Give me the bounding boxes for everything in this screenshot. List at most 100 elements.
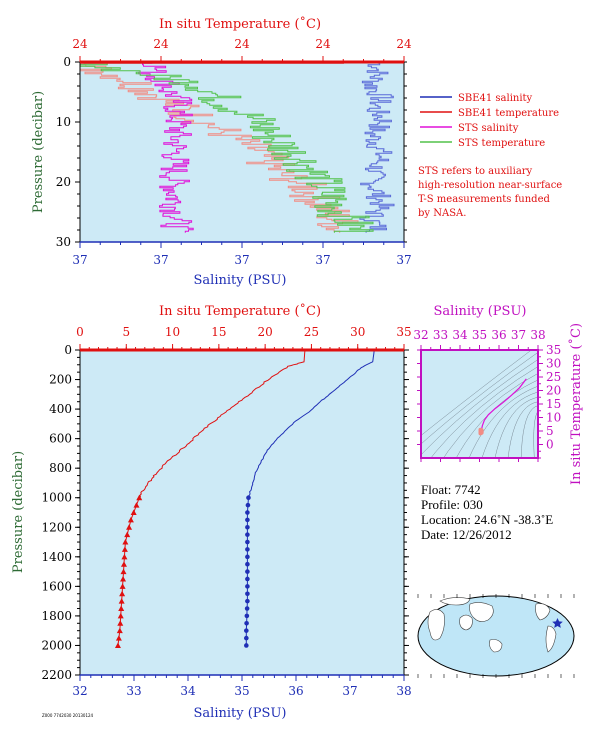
ts-y-tick-label: 5: [546, 424, 554, 438]
ts-x-tick-label: 34: [452, 328, 468, 342]
main-temp-tick-label: 0: [76, 325, 84, 339]
temperature-point: [118, 598, 125, 604]
temperature-point: [121, 546, 128, 552]
ts-density-contour: [468, 385, 538, 458]
salinity-point: [245, 561, 250, 567]
float-info: Float: 7742 Profile: 030 Location: 24.6˚…: [421, 482, 553, 542]
salinity-point: [245, 584, 250, 589]
ts-x-tick-label: 38: [530, 328, 545, 342]
temperature-point: [120, 575, 127, 582]
sts-note-line-4: by NASA.: [418, 208, 466, 219]
salinity-point: [245, 569, 250, 574]
main-temp-tick-label: 25: [304, 325, 319, 339]
ts-density-contour: [520, 405, 538, 458]
map-continents: [427, 597, 557, 653]
main-y-tick-label: 200: [49, 373, 72, 387]
main-y-tick-label: 1200: [41, 520, 72, 534]
top-temp-tick-label: 24: [153, 37, 169, 51]
ts-x-tick-label: 35: [472, 328, 487, 342]
temperature-point: [117, 620, 124, 626]
main-y-tick-label: 2200: [41, 668, 72, 682]
temperature-point: [120, 561, 127, 567]
main-temp-tick-label: 20: [258, 325, 273, 339]
main-series-group: [114, 349, 375, 648]
temperature-point: [122, 539, 129, 545]
main-sal-tick-label: 38: [396, 684, 411, 698]
ts-x-tick-label: 37: [511, 328, 526, 342]
continent-africa: [427, 609, 445, 641]
footer-code: Z000 7742030 20130124: [42, 713, 94, 718]
temperature-point: [116, 627, 123, 634]
continent-south-america: [545, 625, 557, 653]
salinity-point: [244, 635, 249, 641]
profile-number: Profile: 030: [421, 497, 483, 512]
top-sal-tick-label: 37: [234, 253, 249, 267]
main-temp-tick-label: 10: [165, 325, 180, 339]
top-sal-tick-label: 37: [153, 253, 168, 267]
main-y-tick-label: 0: [64, 343, 72, 357]
float-id: Float: 7742: [421, 482, 481, 497]
ts-density-contour: [421, 352, 538, 445]
salinity-point: [245, 502, 251, 508]
continent-europe: [439, 597, 471, 606]
main-sal-tick-label: 35: [234, 684, 249, 698]
main-y-tick-label: 400: [49, 402, 72, 416]
main-y-tick-label: 1800: [41, 609, 72, 623]
salinity-point: [245, 532, 250, 537]
top-sal-tick-label: 37: [72, 253, 87, 267]
ts-sal-axis-title: Salinity (PSU): [434, 304, 527, 319]
top-series-sbe41-temperature: [79, 63, 359, 233]
temperature-point: [115, 635, 122, 641]
temperature-point: [127, 516, 134, 523]
main-pressure-axis-title: Pressure (decibar): [11, 451, 26, 573]
salinity-point: [245, 510, 250, 515]
main-sal-tick-label: 36: [288, 684, 303, 698]
temperature-point: [130, 509, 137, 515]
ts-y-tick-label: 15: [546, 397, 561, 411]
float-location: Location: 24.6˚N -38.3˚E: [421, 512, 553, 527]
top-y-tick-label: 0: [63, 55, 71, 69]
world-map: [417, 594, 575, 678]
main-y-tick-label: 600: [49, 432, 72, 446]
salinity-point: [244, 613, 250, 619]
main-plot-area: [80, 350, 404, 675]
ts-density-contour: [494, 397, 538, 458]
top-sal-axis-title: Salinity (PSU): [194, 273, 287, 288]
legend-sbe41-temperature: SBE41 temperature: [458, 108, 559, 119]
ts-y-tick-label: 0: [546, 438, 554, 452]
main-y-tick-label: 2000: [41, 638, 72, 652]
temperature-point: [119, 590, 126, 597]
ts-density-contour: [421, 350, 532, 436]
sts-note-line-3: T-S measurements funded: [418, 194, 550, 205]
top-temp-tick-label: 24: [315, 37, 331, 51]
ts-x-tick-label: 32: [413, 328, 428, 342]
top-temp-axis-title: In situ Temperature (˚C): [159, 16, 321, 32]
main-sal-axis-title: Salinity (PSU): [194, 706, 287, 721]
ts-x-tick-label: 36: [491, 328, 506, 342]
salinity-point: [245, 547, 250, 552]
main-ticks: 0200400600800100012001400160018002000220…: [41, 325, 411, 698]
main-y-tick-label: 1400: [41, 550, 72, 564]
top-temp-tick-label: 24: [234, 37, 250, 51]
salinity-point: [245, 591, 250, 597]
salinity-point: [246, 495, 251, 501]
ts-x-tick-label: 33: [433, 328, 448, 342]
sts-note-line-2: high-resolution near-surface: [418, 180, 562, 191]
top-series-sts-salinity: [138, 62, 194, 233]
continent-australia: [489, 639, 503, 653]
ts-y-tick-label: 30: [546, 357, 561, 371]
main-temp-tick-label: 15: [211, 325, 226, 339]
ts-plot-area: [421, 350, 538, 458]
ts-y-tick-label: 10: [546, 411, 561, 425]
sts-note-line-1: STS refers to auxiliary: [418, 166, 533, 177]
ts-y-tick-label: 35: [546, 343, 561, 357]
main-temp-axis-title: In situ Temperature (˚C): [159, 303, 321, 319]
ts-density-contours: [421, 350, 538, 458]
top-sal-tick-label: 37: [396, 253, 411, 267]
main-y-tick-label: 800: [49, 461, 72, 475]
ts-series-group: [478, 378, 527, 436]
continent-asia: [469, 602, 494, 622]
ts-density-contour: [443, 373, 538, 458]
top-ticks: 0 10 20 30 24 24 24 24 24 37 37 37 37 37: [56, 37, 412, 267]
top-series-sts-temperature: [79, 62, 374, 233]
